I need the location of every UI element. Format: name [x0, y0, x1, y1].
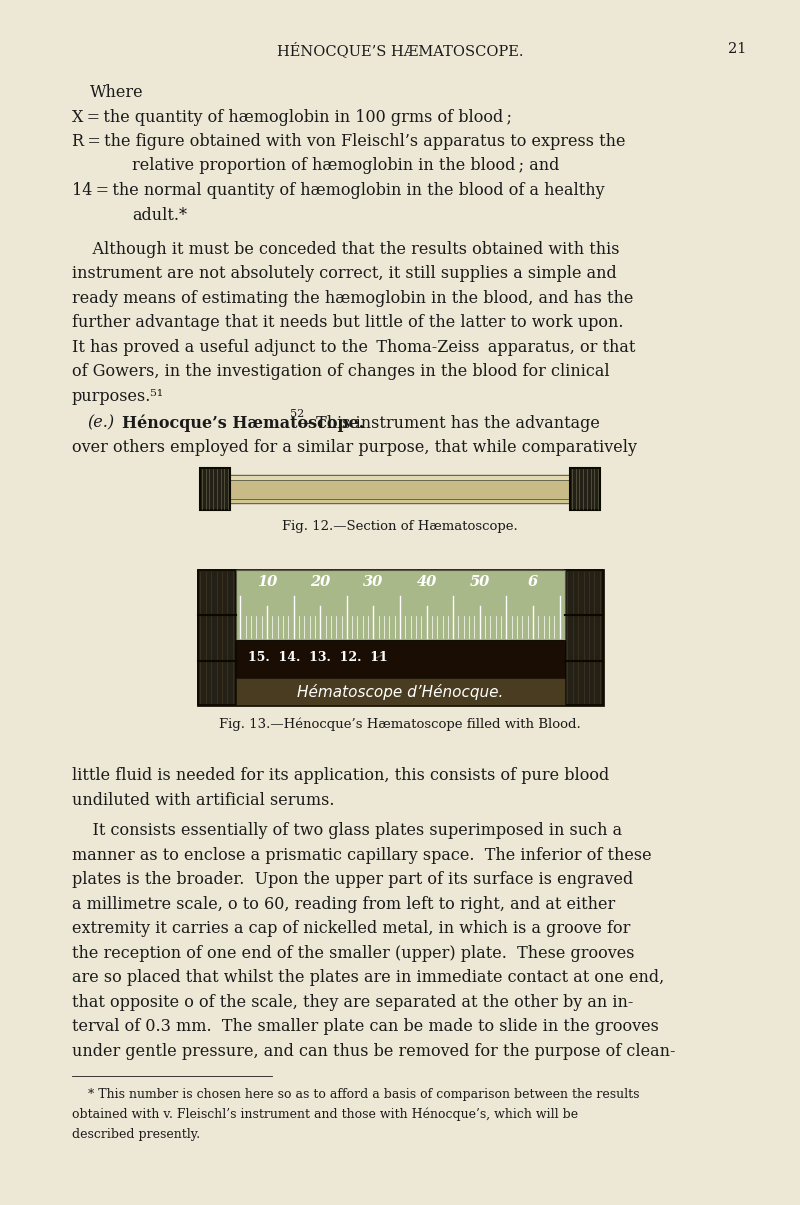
- Text: further advantage that it needs but little of the latter to work upon.: further advantage that it needs but litt…: [72, 315, 623, 331]
- Text: 14 = the normal quantity of hæmoglobin in the blood of a healthy: 14 = the normal quantity of hæmoglobin i…: [72, 182, 605, 199]
- Bar: [228, 475, 572, 504]
- Text: over others employed for a similar purpose, that while comparatively: over others employed for a similar purpo…: [72, 440, 637, 457]
- Text: It has proved a useful adjunct to the  Thoma-Zeiss  apparatus, or that: It has proved a useful adjunct to the Th…: [72, 339, 635, 355]
- Text: Hématoscope d’Hénocque.: Hématoscope d’Hénocque.: [297, 683, 503, 700]
- Text: that opposite o of the scale, they are separated at the other by an in-: that opposite o of the scale, they are s…: [72, 994, 634, 1011]
- Text: 52: 52: [290, 408, 304, 419]
- Text: * This number is chosen here so as to afford a basis of comparison between the r: * This number is chosen here so as to af…: [72, 1088, 639, 1101]
- Text: purposes.⁵¹: purposes.⁵¹: [72, 388, 164, 405]
- Text: 40: 40: [417, 575, 437, 589]
- Text: Where: Where: [90, 84, 144, 101]
- Text: —This instrument has the advantage: —This instrument has the advantage: [300, 415, 600, 431]
- Text: R = the figure obtained with von Fleischl’s apparatus to express the: R = the figure obtained with von Fleisch…: [72, 133, 626, 149]
- Text: 20: 20: [310, 575, 330, 589]
- Bar: [198, 570, 235, 705]
- Text: under gentle pressure, and can thus be removed for the purpose of clean-: under gentle pressure, and can thus be r…: [72, 1042, 675, 1059]
- Bar: [235, 678, 565, 705]
- Text: a millimetre scale, o to 60, reading from left to right, and at either: a millimetre scale, o to 60, reading fro…: [72, 895, 615, 912]
- Text: (e.): (e.): [87, 415, 114, 431]
- Text: obtained with v. Fleischl’s instrument and those with Hénocque’s, which will be: obtained with v. Fleischl’s instrument a…: [72, 1107, 578, 1122]
- Text: of Gowers, in the investigation of changes in the blood for clinical: of Gowers, in the investigation of chang…: [72, 363, 610, 381]
- Text: adult.*: adult.*: [132, 206, 187, 223]
- Text: the reception of one end of the smaller (upper) plate.  These grooves: the reception of one end of the smaller …: [72, 945, 634, 962]
- Text: HÉNOCQUE’S HÆMATOSCOPE.: HÉNOCQUE’S HÆMATOSCOPE.: [277, 42, 523, 58]
- Text: 6: 6: [528, 575, 538, 589]
- Text: It consists essentially of two glass plates superimposed in such a: It consists essentially of two glass pla…: [72, 822, 622, 839]
- Text: relative proportion of hæmoglobin in the blood ; and: relative proportion of hæmoglobin in the…: [132, 158, 559, 175]
- Text: are so placed that whilst the plates are in immediate contact at one end,: are so placed that whilst the plates are…: [72, 969, 664, 986]
- Bar: [198, 570, 602, 705]
- Text: plates is the broader.  Upon the upper part of its surface is engraved: plates is the broader. Upon the upper pa…: [72, 871, 634, 888]
- Bar: [235, 640, 565, 678]
- Text: described presently.: described presently.: [72, 1128, 200, 1141]
- Text: Although it must be conceded that the results obtained with this: Although it must be conceded that the re…: [72, 241, 619, 258]
- Text: manner as to enclose a prismatic capillary space.  The inferior of these: manner as to enclose a prismatic capilla…: [72, 847, 652, 864]
- Text: 30: 30: [363, 575, 383, 589]
- Text: 15.  14.  13.  12.  11: 15. 14. 13. 12. 11: [247, 651, 387, 664]
- Text: 10: 10: [257, 575, 278, 589]
- Bar: [570, 468, 600, 510]
- Bar: [200, 468, 230, 510]
- Text: Fig. 12.—Section of Hæmatoscope.: Fig. 12.—Section of Hæmatoscope.: [282, 521, 518, 533]
- Text: terval of 0.3 mm.  The smaller plate can be made to slide in the grooves: terval of 0.3 mm. The smaller plate can …: [72, 1018, 659, 1035]
- Text: Hénocque’s Hæmatoscope.: Hénocque’s Hæmatoscope.: [122, 415, 364, 433]
- Text: 21: 21: [728, 42, 746, 55]
- Bar: [565, 570, 602, 705]
- Text: Fig. 13.—Hénocque’s Hæmatoscope filled with Blood.: Fig. 13.—Hénocque’s Hæmatoscope filled w…: [219, 717, 581, 730]
- Bar: [228, 499, 572, 504]
- Text: X = the quantity of hæmoglobin in 100 grms of blood ;: X = the quantity of hæmoglobin in 100 gr…: [72, 108, 512, 125]
- Text: 50: 50: [470, 575, 490, 589]
- Text: instrument are not absolutely correct, it still supplies a simple and: instrument are not absolutely correct, i…: [72, 265, 617, 282]
- Text: ready means of estimating the hæmoglobin in the blood, and has the: ready means of estimating the hæmoglobin…: [72, 289, 634, 307]
- Text: undiluted with artificial serums.: undiluted with artificial serums.: [72, 792, 334, 809]
- Text: extremity it carries a cap of nickelled metal, in which is a groove for: extremity it carries a cap of nickelled …: [72, 921, 630, 937]
- Text: little fluid is needed for its application, this consists of pure blood: little fluid is needed for its applicati…: [72, 768, 610, 784]
- Bar: [228, 475, 572, 480]
- Bar: [235, 570, 565, 640]
